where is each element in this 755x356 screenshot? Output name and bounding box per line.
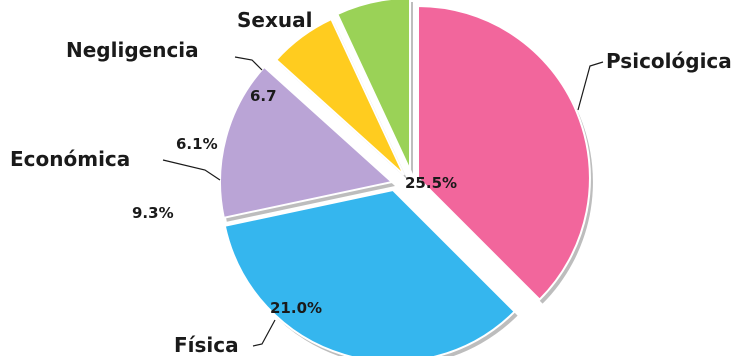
- category-label-psicologica: Psicológica: [606, 49, 732, 73]
- category-label-negligencia: Negligencia: [66, 38, 199, 62]
- leader-line-psicologica: [577, 61, 604, 111]
- category-label-economica: Económica: [10, 147, 130, 171]
- pie-slices: [219, 0, 593, 356]
- leader-line-negligencia: [234, 56, 263, 71]
- pie-slice-sexual: [335, 0, 411, 171]
- value-label-negligencia: 9.3%: [132, 204, 174, 222]
- value-label-extra: 6.7: [250, 87, 277, 105]
- pie-slice-fisica: [223, 188, 517, 356]
- leader-line-economica: [162, 159, 221, 181]
- value-label-economica: 21.0%: [270, 299, 322, 317]
- pie-slice-negligencia: [274, 17, 405, 176]
- value-label-sexual: 6.1%: [176, 135, 218, 153]
- value-label-fisica: 25.5%: [405, 174, 457, 192]
- leader-line-fisica: [252, 319, 276, 347]
- pie-slice-psicologica: [417, 4, 591, 302]
- pie-slice-economica: [219, 65, 395, 219]
- category-label-sexual: Sexual: [237, 8, 312, 32]
- category-label-fisica: Física: [174, 333, 239, 356]
